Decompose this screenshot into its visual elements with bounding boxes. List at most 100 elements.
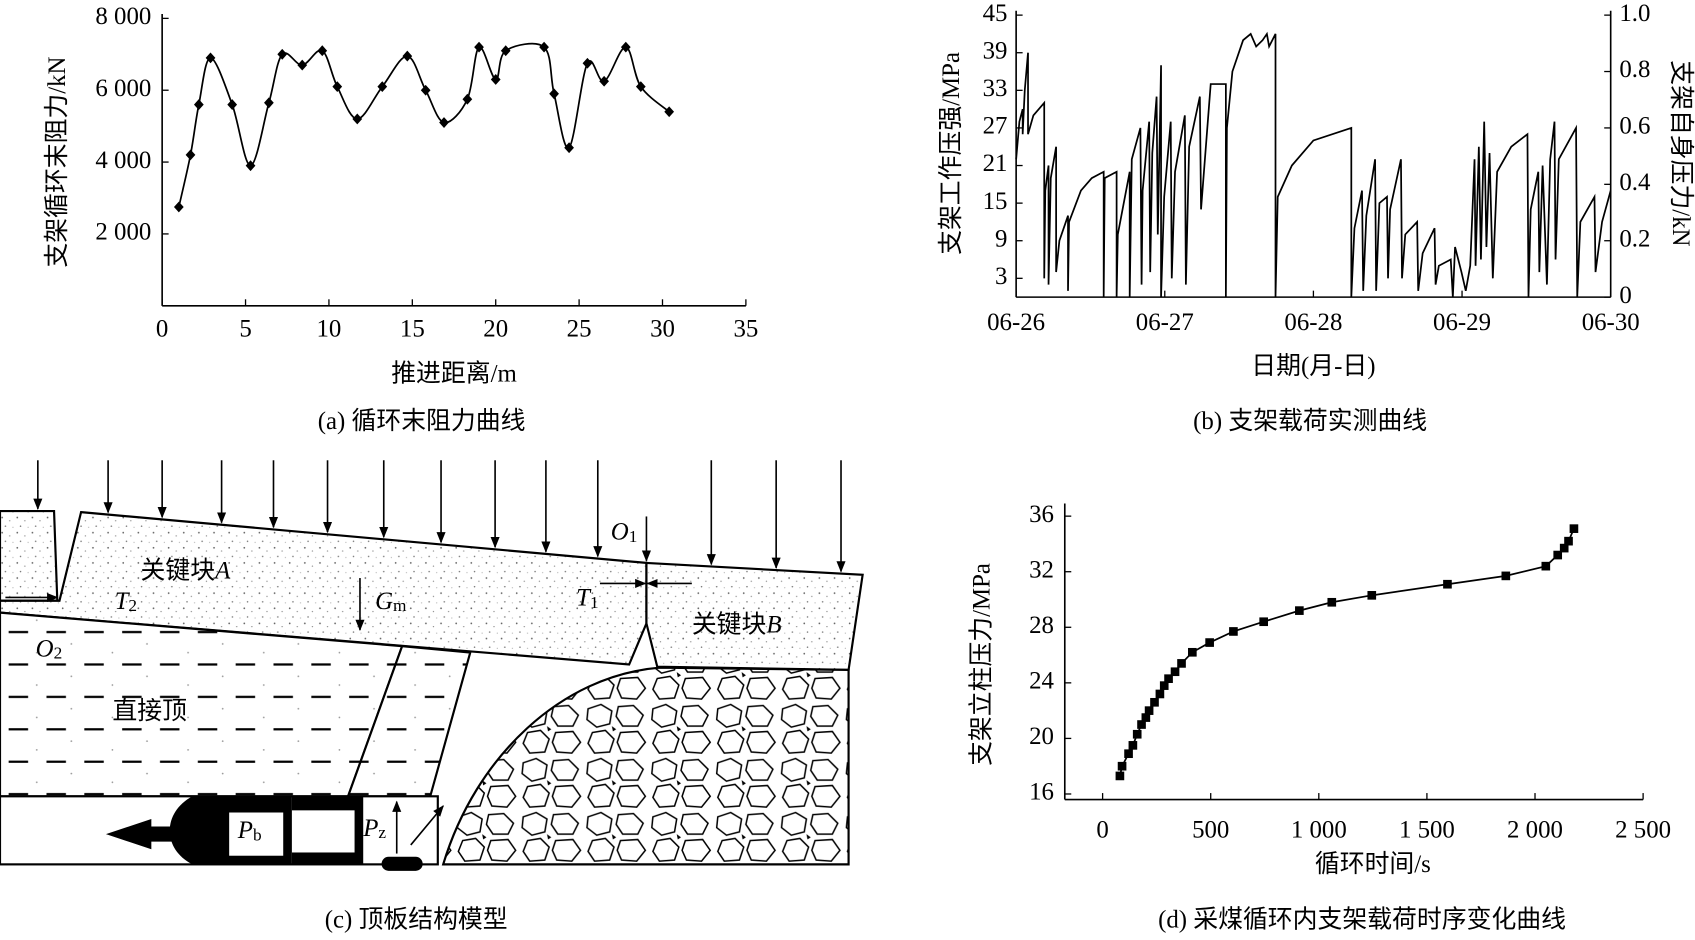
data-point (1155, 689, 1165, 699)
x-tick-label: 5 (239, 315, 251, 342)
data-point (1259, 617, 1269, 627)
y-tick-label: 32 (1029, 556, 1054, 583)
data-point (1144, 706, 1154, 715)
x-tick-label: 06-27 (1136, 309, 1194, 336)
support-leg-inner (229, 812, 284, 856)
x-tick-label: 0 (156, 315, 168, 342)
y-tick-label: 6 000 (95, 75, 151, 102)
data-point (1553, 550, 1563, 560)
x-tick-label: 30 (650, 315, 675, 342)
data-point (1188, 647, 1197, 657)
y-tick-label: 8 000 (95, 3, 151, 30)
caption: (c) 顶板结构模型 (325, 905, 508, 933)
data-point (1541, 561, 1551, 571)
data-point (1117, 761, 1127, 771)
data-point (564, 142, 574, 154)
data-point (1229, 627, 1238, 636)
x-tick-label: 06-30 (1582, 309, 1640, 336)
y2-tick-label: 1.0 (1619, 0, 1650, 27)
data-point (635, 81, 646, 93)
y-tick-label: 27 (983, 113, 1008, 140)
data-point (1367, 591, 1377, 600)
load-arrows (33, 460, 846, 573)
chart: 06-26 06-27 06-28 06-29 06-30391521273339450… (937, 0, 1695, 435)
y-tick-label: 2 000 (95, 219, 151, 246)
y-tick-label: 3 (995, 263, 1007, 290)
x-tick-label: 20 (483, 315, 508, 342)
data-point (620, 41, 631, 53)
data-point (245, 160, 256, 172)
data-point (1115, 771, 1125, 781)
x-tick-label: 06-26 (987, 309, 1045, 336)
data-point (1137, 720, 1146, 729)
data-point (332, 81, 343, 93)
data-point (1501, 571, 1511, 581)
diagram-label: Pz (362, 815, 386, 843)
goaf-rubble (441, 666, 850, 866)
y-tick-label: 9 (995, 225, 1007, 252)
data-point (1295, 606, 1304, 615)
caption: (d) 采煤循环内支架载荷时序变化曲线 (1158, 905, 1566, 933)
data-point (264, 97, 274, 109)
data-point (1128, 741, 1138, 750)
data-line (1119, 528, 1575, 777)
data-point (582, 57, 593, 69)
x-tick-label: 1 500 (1399, 817, 1455, 844)
y2-tick-label: 0.4 (1619, 169, 1651, 196)
y-tick-label: 21 (983, 150, 1008, 177)
y-tick-label: 28 (1029, 612, 1054, 639)
x-tick-label: 25 (567, 315, 592, 342)
data-line (1015, 31, 1612, 298)
y-tick-label: 39 (983, 37, 1008, 64)
data-point (277, 48, 288, 60)
support-base (291, 852, 363, 865)
data-point (599, 75, 609, 87)
data-point (1164, 674, 1173, 684)
immediate-roof (0, 611, 404, 798)
y-axis-title: 支架循环末阻力/kN (43, 56, 71, 267)
data-point (500, 45, 511, 57)
y-tick-label: 16 (1029, 779, 1054, 806)
y2-tick-label: 0 (1619, 282, 1631, 309)
data-point (1327, 597, 1337, 607)
y-tick-label: 4 000 (95, 147, 151, 174)
data-point (1564, 536, 1573, 546)
data-point (1559, 543, 1569, 553)
data-point (193, 99, 204, 110)
x-axis-title: 日期(月-日) (1251, 353, 1375, 380)
support-foot (381, 856, 423, 871)
diagram-label: 关键块B (692, 610, 782, 638)
x-axis-title: 循环时间/s (1315, 850, 1431, 878)
y-axis-title: 支架工作压强/MPa (937, 52, 965, 255)
x-tick-label: 10 (317, 315, 342, 342)
y2-tick-label: 0.6 (1619, 113, 1650, 140)
data-point (317, 45, 328, 57)
data-point (1124, 749, 1133, 759)
left-block (0, 509, 59, 602)
diagram-label: O2 (36, 635, 63, 663)
data-point (1170, 667, 1180, 677)
support-rear-leg (354, 796, 364, 865)
data-point (1205, 638, 1214, 647)
data-point (297, 59, 308, 71)
support-shield (169, 796, 230, 865)
x-tick-label: 06-29 (1433, 309, 1491, 336)
data-point (462, 93, 473, 105)
diagram-label: 直接顶 (112, 697, 187, 725)
data-point (227, 99, 238, 110)
x-tick-label: 06-28 (1284, 309, 1342, 336)
caption: (a) 循环末阻力曲线 (318, 407, 526, 435)
y-axis-title: 支架立柱压力/MPa (967, 563, 995, 766)
x-tick-label: 1 000 (1291, 817, 1347, 844)
data-point (1150, 697, 1159, 707)
x-tick-label: 2 500 (1615, 817, 1671, 844)
advance-arrow (105, 818, 184, 850)
x-tick-label: 15 (400, 315, 425, 342)
data-point (539, 41, 549, 53)
x-axis-title: 推进距离/m (391, 360, 517, 388)
diagram-label: Gm (375, 588, 407, 616)
x-tick-label: 2 000 (1507, 817, 1563, 844)
x-tick-label: 500 (1192, 817, 1229, 844)
diagram-label: T1 (576, 584, 598, 612)
